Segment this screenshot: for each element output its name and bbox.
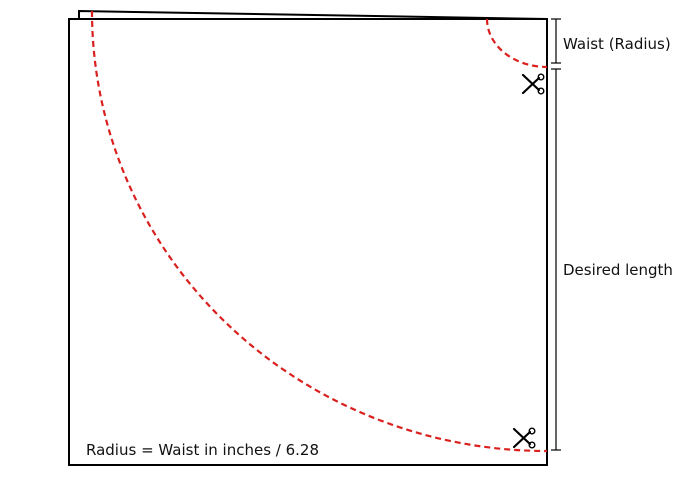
length-dimension-bracket: [551, 68, 561, 451]
waist-radius-label: Waist (Radius): [563, 35, 671, 53]
radius-formula-label: Radius = Waist in inches / 6.28: [86, 441, 319, 459]
scissors-icon: [521, 73, 545, 95]
desired-length-label: Desired length: [563, 261, 673, 279]
scissors-icon: [512, 427, 536, 449]
waist-dimension-bracket: [551, 18, 561, 64]
waist-cut-line: [485, 18, 548, 69]
hem-cut-line: [90, 10, 548, 453]
back-folded-sheet-edge: [78, 9, 548, 21]
fabric-sheet: [68, 18, 548, 466]
